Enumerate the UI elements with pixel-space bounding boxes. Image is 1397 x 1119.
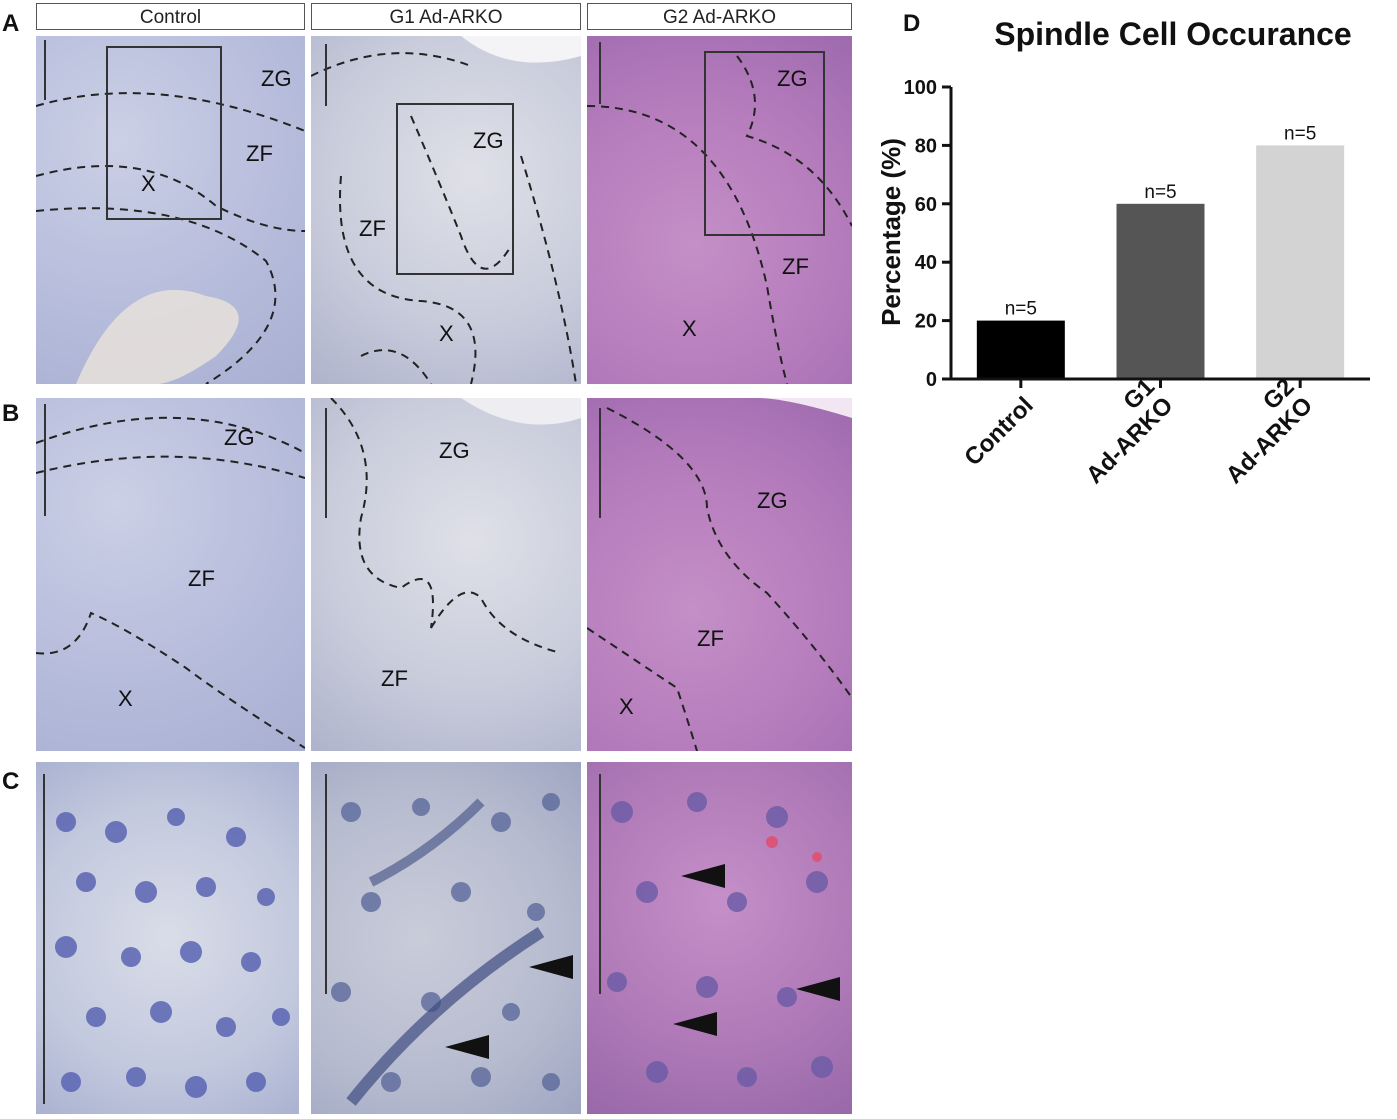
bar bbox=[1116, 203, 1205, 379]
y-tick-label: 80 bbox=[915, 135, 937, 157]
panel-label-d: D bbox=[903, 10, 921, 37]
cell-nuclei bbox=[331, 793, 560, 1106]
zone-boundaries bbox=[587, 398, 852, 751]
zone-label-zf: ZF bbox=[359, 216, 386, 241]
micrograph-c-g2 bbox=[587, 762, 852, 1114]
y-tick-label: 0 bbox=[926, 369, 937, 391]
panel-label-a: A bbox=[2, 10, 20, 37]
scale-bar bbox=[325, 408, 327, 518]
data-label: n=5 bbox=[1005, 299, 1037, 320]
zone-boundaries bbox=[587, 55, 852, 384]
cell-nuclei bbox=[607, 792, 833, 1087]
arrowhead-marker bbox=[529, 955, 573, 979]
bar bbox=[1256, 145, 1345, 379]
panel-label-c: C bbox=[2, 768, 20, 795]
scale-bar bbox=[599, 408, 601, 518]
spindle-cell-chart: Spindle Cell Occurance Percentage (%) 0 2… bbox=[876, 16, 1370, 489]
zone-label-zf: ZF bbox=[246, 141, 273, 166]
arrowhead-marker bbox=[673, 1012, 717, 1036]
chart-title: Spindle Cell Occurance bbox=[994, 16, 1351, 52]
data-labels: n=5 n=5 n=5 bbox=[1005, 123, 1317, 319]
zone-label-zg: ZG bbox=[224, 425, 255, 450]
arrowhead-marker bbox=[445, 1035, 489, 1059]
micrograph-c-control bbox=[36, 762, 299, 1114]
micrograph-c-g1 bbox=[311, 762, 581, 1114]
scale-bar bbox=[44, 40, 46, 100]
scale-bar bbox=[599, 774, 601, 994]
zone-label-zf: ZF bbox=[782, 254, 809, 279]
bars bbox=[976, 145, 1345, 379]
zone-label-zf: ZF bbox=[188, 566, 215, 591]
micrograph-a-g2: ZG ZF X bbox=[587, 36, 852, 384]
cell-nuclei bbox=[55, 808, 290, 1098]
data-label: n=5 bbox=[1144, 182, 1176, 203]
column-header-control: Control bbox=[36, 3, 305, 30]
zone-label-zg: ZG bbox=[439, 438, 470, 463]
scale-bar bbox=[44, 404, 46, 516]
inset-box bbox=[704, 51, 825, 236]
zone-label-zg: ZG bbox=[757, 488, 788, 513]
zone-boundaries bbox=[36, 416, 305, 749]
zone-label-x: X bbox=[141, 171, 156, 196]
micrograph-b-g1: ZG ZF bbox=[311, 398, 581, 751]
zone-label-zg: ZG bbox=[777, 66, 808, 91]
panel-label-b: B bbox=[2, 400, 20, 427]
x-tick-label-line: Control bbox=[959, 392, 1038, 471]
micrograph-b-g2: ZG ZF X bbox=[587, 398, 852, 751]
y-tick-label: 60 bbox=[915, 194, 937, 216]
zone-label-x: X bbox=[619, 694, 634, 719]
column-header-g2: G2 Ad-ARKO bbox=[587, 3, 852, 30]
zone-label-zf: ZF bbox=[697, 626, 724, 651]
data-label: n=5 bbox=[1284, 123, 1316, 144]
y-axis: 0 20 40 60 80 100 bbox=[904, 77, 953, 391]
zone-boundaries bbox=[311, 36, 581, 384]
inset-box bbox=[106, 46, 222, 220]
scale-bar bbox=[325, 44, 327, 106]
scale-bar bbox=[43, 774, 45, 1104]
micrograph-a-control: ZG ZF X bbox=[36, 36, 305, 384]
y-tick-label: 100 bbox=[904, 77, 937, 99]
micrograph-a-g1: ZG ZF X bbox=[311, 36, 581, 384]
zone-label-x: X bbox=[439, 321, 454, 346]
zone-label-x: X bbox=[118, 686, 133, 711]
x-tick-label: Control bbox=[959, 392, 1038, 471]
zone-label-zg: ZG bbox=[473, 128, 504, 153]
arrowhead-marker bbox=[796, 977, 840, 1001]
zone-boundaries bbox=[330, 398, 581, 654]
scale-bar bbox=[325, 774, 327, 994]
zone-boundaries bbox=[36, 92, 305, 384]
arrowhead-marker bbox=[681, 864, 725, 888]
scale-bar bbox=[599, 42, 601, 104]
y-axis-label: Percentage (%) bbox=[876, 138, 906, 326]
y-tick-label: 20 bbox=[915, 311, 937, 333]
zone-label-zg: ZG bbox=[261, 66, 292, 91]
micrograph-b-control: ZG ZF X bbox=[36, 398, 305, 751]
inset-box bbox=[396, 103, 514, 275]
zone-label-zf: ZF bbox=[381, 666, 408, 691]
bar bbox=[976, 320, 1065, 379]
zone-label-x: X bbox=[682, 316, 697, 341]
y-tick-label: 40 bbox=[915, 252, 937, 274]
column-header-g1: G1 Ad-ARKO bbox=[311, 3, 581, 30]
